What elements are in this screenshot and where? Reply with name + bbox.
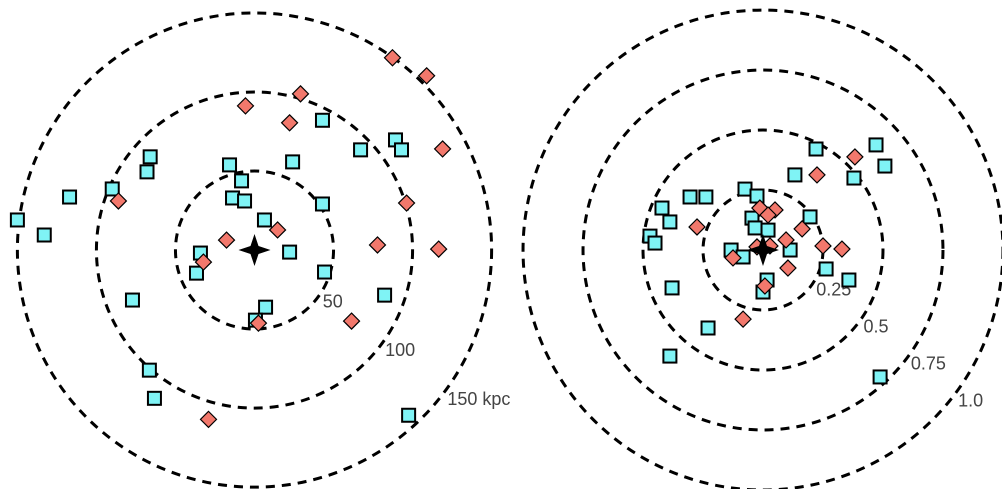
diamond-marker xyxy=(268,221,287,239)
diamond-marker xyxy=(291,84,310,103)
square-marker xyxy=(760,222,776,238)
square-marker xyxy=(868,137,884,153)
square-marker xyxy=(234,173,250,189)
diamond-marker xyxy=(194,253,213,271)
ring xyxy=(173,169,336,331)
square-marker xyxy=(749,188,765,204)
diamond-marker xyxy=(688,218,706,236)
diamond-marker xyxy=(751,199,769,217)
diamond-marker xyxy=(759,206,777,224)
center-star xyxy=(238,234,271,267)
diamond-marker xyxy=(734,310,752,328)
square-marker xyxy=(841,272,857,288)
square-marker xyxy=(314,196,330,212)
square-marker xyxy=(682,189,698,205)
square-marker xyxy=(282,244,298,260)
diamond-marker xyxy=(779,259,797,277)
square-marker xyxy=(353,142,369,158)
square-marker xyxy=(401,407,417,423)
square-marker xyxy=(747,220,763,236)
diamond-marker xyxy=(397,194,416,212)
square-marker xyxy=(872,369,888,385)
square-marker xyxy=(124,292,140,308)
square-marker xyxy=(662,214,678,230)
square-marker xyxy=(647,235,663,251)
square-marker xyxy=(9,212,25,228)
square-marker xyxy=(664,280,680,296)
ring-label: 150 kpc xyxy=(447,389,510,409)
diamond-marker xyxy=(814,237,832,255)
diamond-marker xyxy=(833,240,851,258)
square-marker xyxy=(802,209,818,225)
ring-label: 0.5 xyxy=(864,317,889,337)
square-marker xyxy=(700,320,716,336)
diamond-marker xyxy=(342,312,361,330)
square-marker xyxy=(285,154,301,170)
diamond-marker xyxy=(793,220,811,238)
ring-label: 50 xyxy=(323,291,343,311)
square-marker xyxy=(104,181,120,197)
square-marker xyxy=(36,227,52,243)
diamond-marker xyxy=(417,66,436,85)
center-star xyxy=(746,234,779,267)
square-marker xyxy=(394,142,410,158)
ring-label: 0.75 xyxy=(911,354,946,374)
square-marker xyxy=(62,189,78,205)
square-marker xyxy=(141,362,157,378)
square-marker xyxy=(237,193,253,209)
square-marker xyxy=(142,149,158,165)
square-marker xyxy=(146,390,162,406)
square-marker xyxy=(698,189,714,205)
ring-label: 100 xyxy=(385,340,415,360)
ring xyxy=(15,11,494,489)
ring xyxy=(641,128,885,372)
square-marker xyxy=(377,287,393,303)
square-marker xyxy=(256,212,272,228)
diamond-marker xyxy=(724,249,742,267)
square-marker xyxy=(314,112,330,128)
square-marker xyxy=(787,167,803,183)
ring xyxy=(581,68,945,432)
ring xyxy=(94,90,415,410)
square-marker xyxy=(139,164,155,180)
ring xyxy=(521,8,1002,489)
square-marker xyxy=(877,158,893,174)
square-marker xyxy=(662,348,678,364)
diamond-marker xyxy=(808,166,826,184)
diamond-marker xyxy=(846,148,864,166)
diamond-marker xyxy=(109,192,128,210)
square-marker xyxy=(188,265,204,281)
diamond-marker xyxy=(217,231,236,249)
square-marker xyxy=(818,261,834,277)
square-marker xyxy=(846,170,862,186)
diamond-marker xyxy=(249,314,268,332)
square-marker xyxy=(258,299,274,315)
diamond-marker xyxy=(368,236,387,254)
diamond-marker xyxy=(199,410,218,429)
diamond-marker xyxy=(280,113,299,132)
square-marker xyxy=(222,157,238,173)
square-marker xyxy=(808,141,824,157)
square-marker xyxy=(654,200,670,216)
square-marker xyxy=(317,264,333,280)
diamond-marker xyxy=(433,140,452,158)
diamond-marker xyxy=(429,240,448,258)
diamond-marker xyxy=(777,231,795,249)
diamond-marker xyxy=(236,97,255,115)
ring-label: 1.0 xyxy=(958,391,983,411)
diamond-marker xyxy=(383,48,402,67)
diamond-marker xyxy=(756,277,774,295)
